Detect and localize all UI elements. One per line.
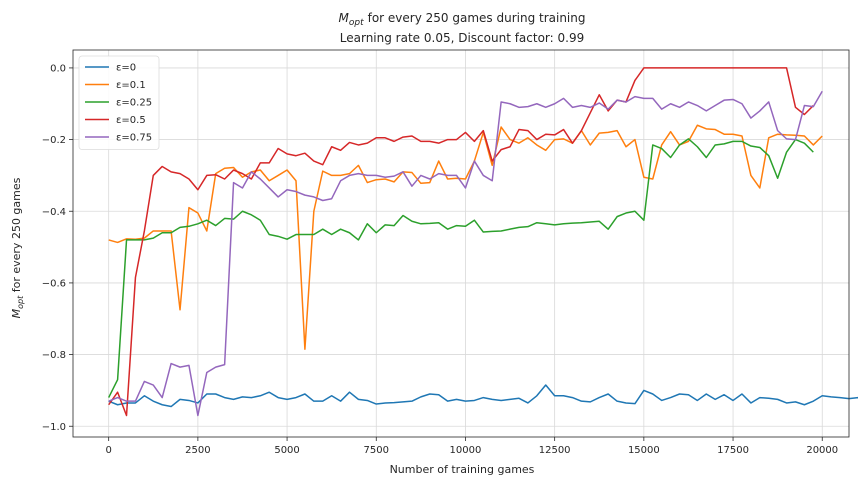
y-tick-label: 0.0 bbox=[50, 63, 66, 74]
plot-frame bbox=[72, 49, 850, 438]
x-tick-label: 12500 bbox=[539, 445, 571, 456]
chart-title: Mopt for every 250 games during training bbox=[339, 11, 586, 28]
x-tick-label: 15000 bbox=[628, 445, 660, 456]
legend: ε=0 ε=0.1 ε=0.25 ε=0.5 ε=0.75 bbox=[78, 55, 160, 150]
chart-subtitle: Learning rate 0.05, Discount factor: 0.9… bbox=[340, 31, 584, 45]
legend-label: ε=0.75 bbox=[116, 133, 152, 144]
y-tick-label: −0.8 bbox=[42, 350, 66, 361]
legend-label: ε=0.25 bbox=[116, 98, 152, 109]
legend-label: ε=0 bbox=[116, 63, 136, 74]
y-axis-label-math: M bbox=[10, 308, 23, 318]
y-tick-label: −0.6 bbox=[42, 278, 66, 289]
series-line-1 bbox=[108, 124, 823, 350]
x-tick-label: 2500 bbox=[185, 445, 210, 456]
x-axis-label: Number of training games bbox=[390, 463, 535, 476]
y-tick-label: −0.2 bbox=[42, 135, 66, 146]
series-line-3 bbox=[108, 67, 814, 417]
chart-title-math-sub: opt bbox=[349, 18, 364, 28]
legend-label: ε=0.5 bbox=[116, 115, 146, 126]
legend-box bbox=[78, 55, 160, 150]
y-axis-label-math-sub: opt bbox=[16, 295, 25, 309]
y-axis-label: Mopt for every 250 games bbox=[10, 177, 25, 318]
y-tick-label: −0.4 bbox=[42, 207, 66, 218]
legend-label: ε=0.1 bbox=[116, 80, 146, 91]
x-tick-label: 0 bbox=[105, 445, 111, 456]
x-tick-label: 10000 bbox=[450, 445, 482, 456]
x-tick-label: 5000 bbox=[274, 445, 299, 456]
y-axis-ticks: −1.0 −0.8 −0.6 −0.4 −0.2 0.0 bbox=[42, 63, 73, 433]
y-tick-label: −1.0 bbox=[42, 422, 66, 433]
series-line-0 bbox=[108, 384, 858, 408]
x-tick-label: 17500 bbox=[717, 445, 749, 456]
x-tick-label: 7500 bbox=[364, 445, 389, 456]
series-lines bbox=[108, 67, 858, 417]
chart-title-math: M bbox=[339, 11, 350, 25]
x-tick-label: 20000 bbox=[806, 445, 838, 456]
grid-lines bbox=[73, 50, 849, 437]
series-line-2 bbox=[108, 138, 814, 398]
chart-title-text: for every 250 games during training bbox=[368, 11, 586, 25]
series-line-4 bbox=[108, 90, 823, 417]
x-axis-ticks: 0 2500 5000 7500 10000 12500 15000 17500 20000 bbox=[105, 437, 838, 456]
y-axis-label-text: for every 250 games bbox=[10, 177, 23, 295]
